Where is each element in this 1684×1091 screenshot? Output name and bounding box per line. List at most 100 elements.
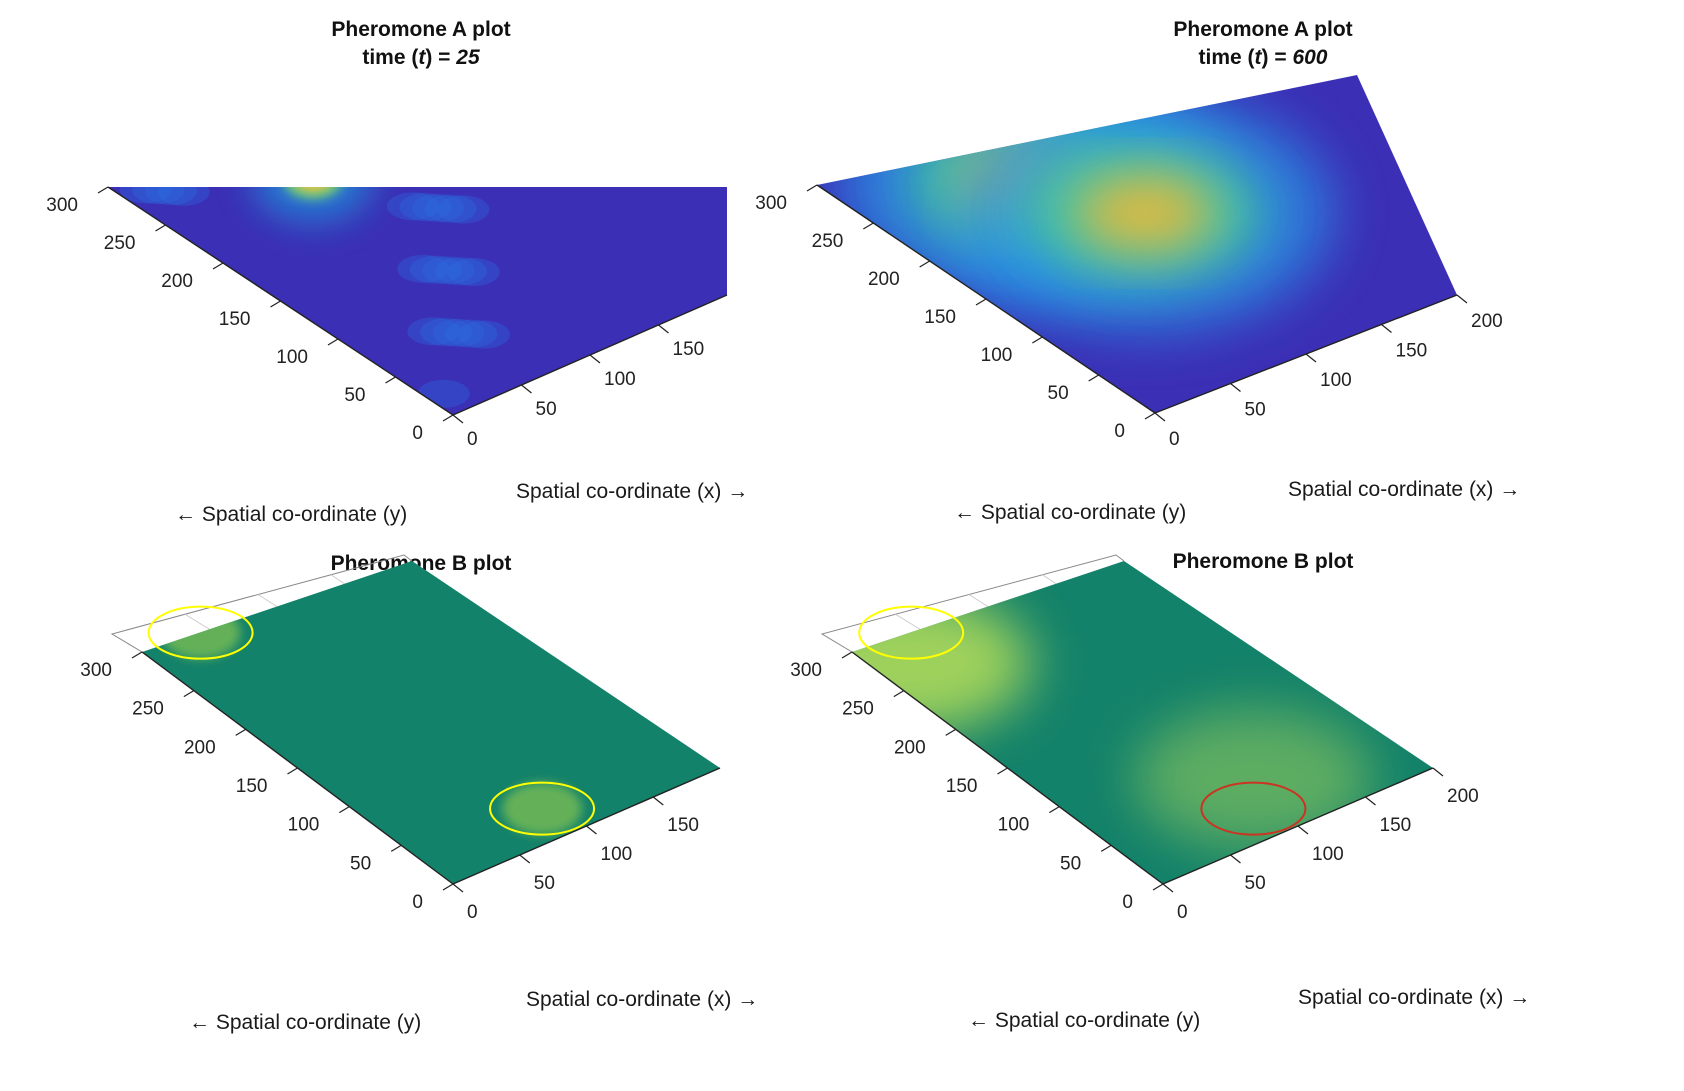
x-axis-label: Spatial co-ordinate (x) →	[1298, 986, 1530, 1010]
panel-pheromone-b-right: Pheromone B plot 0 50 100 150 200 0 50 100 150 20…	[790, 531, 1684, 1062]
y-tick-mark	[997, 767, 1008, 775]
x-tick-label: 100	[1320, 370, 1352, 391]
x-tick-mark	[1297, 825, 1309, 835]
x-tick-mark	[1230, 854, 1241, 864]
y-tick-mark	[893, 690, 905, 698]
y-tick-mark	[235, 728, 246, 736]
surface	[108, 187, 727, 415]
texture-blob	[399, 193, 452, 222]
surface-layer	[119, 130, 510, 408]
y-tick-label: 200	[161, 271, 193, 292]
texture-blob	[377, 130, 429, 158]
x-tick-label: 0	[1177, 902, 1188, 923]
grid-line	[968, 594, 989, 607]
x-tick-mark	[519, 854, 531, 864]
concentration-glow	[160, 606, 241, 659]
time-subtitle: time (t) = 25	[0, 46, 842, 70]
right-arrow-icon: →	[737, 988, 759, 1011]
y-tick-mark	[442, 883, 454, 891]
y-tick-label: 250	[842, 699, 874, 720]
plot-title: Pheromone A plot time (t) = 600	[842, 18, 1684, 70]
y-tick-mark	[1100, 844, 1112, 852]
x-tick-label: 150	[667, 815, 699, 836]
marker-circle	[1200, 781, 1307, 836]
y-tick-mark	[339, 806, 350, 814]
texture-blob	[414, 132, 466, 160]
y-tick-mark	[1049, 806, 1060, 814]
x-tick-label: 150	[673, 339, 705, 360]
y-tick-label: 100	[288, 815, 320, 836]
y-tick-mark	[385, 376, 396, 384]
y-tick-label: 0	[412, 892, 423, 913]
x-tick-label: 50	[1245, 873, 1266, 894]
x-tick-label: 0	[467, 429, 478, 450]
x-tick-label: 50	[534, 873, 555, 894]
title-text: Pheromone A plot	[1173, 18, 1353, 41]
x-tick-mark	[521, 384, 532, 394]
x-tick-label: 50	[1245, 400, 1266, 421]
y-tick-label: 50	[1048, 383, 1069, 404]
plot-title: Pheromone B plot	[0, 552, 842, 576]
y-tick-label: 100	[981, 345, 1013, 366]
y-tick-label: 50	[1060, 853, 1081, 874]
y-tick-label: 200	[894, 737, 926, 758]
texture-blob	[417, 379, 470, 408]
peak-core	[294, 187, 331, 191]
figure: Pheromone A plot time (t) = 25 0 50 100 150…	[0, 0, 1684, 1062]
plot-area: 0 50 100 150 0 50 100 150 200 250 300	[80, 554, 721, 923]
grid-line	[184, 613, 210, 630]
y-tick-label: 0	[1122, 892, 1133, 913]
panel-pheromone-a-t25: Pheromone A plot time (t) = 25 0 50 100 150…	[0, 0, 842, 560]
right-arrow-icon: →	[1509, 986, 1531, 1009]
y-tick-label: 150	[236, 776, 268, 797]
peak-core	[1074, 175, 1215, 251]
texture-blob	[420, 318, 473, 347]
y-tick-label: 300	[790, 660, 822, 681]
y-tick-label: 150	[924, 307, 956, 328]
y-tick-label: 300	[80, 660, 112, 681]
subtitle-prefix: time (	[362, 46, 419, 69]
surface	[852, 561, 1433, 884]
x-axis-label-text: Spatial co-ordinate (x)	[1288, 478, 1494, 501]
y-tick-mark	[1144, 412, 1156, 420]
x-tick-label: 200	[1471, 311, 1503, 332]
subtitle-time: 25	[456, 46, 480, 69]
x-tick-mark	[452, 883, 464, 893]
y-tick-label: 50	[344, 385, 365, 406]
x-axis-label: Spatial co-ordinate (x) →	[516, 480, 748, 504]
x-tick-mark	[1162, 883, 1174, 893]
subtitle-eq: ) =	[1261, 46, 1293, 69]
surface-layer	[836, 75, 1335, 333]
y-tick-mark	[841, 651, 853, 659]
y-axis-label: ← Spatial co-ordinate (y)	[968, 1009, 1200, 1033]
plot-title: Pheromone B plot	[842, 550, 1684, 574]
peak-ring	[282, 187, 343, 200]
x-tick-mark	[1381, 324, 1392, 333]
grid-line	[895, 613, 921, 630]
y-tick-mark	[183, 690, 195, 698]
surface	[142, 561, 720, 884]
y-tick-label: 150	[219, 309, 251, 330]
texture-blob	[386, 192, 439, 221]
x-tick-mark	[452, 414, 464, 424]
texture-blob	[402, 131, 454, 159]
y-tick-mark	[327, 338, 339, 346]
y-axis-label: ← Spatial co-ordinate (y)	[175, 503, 407, 527]
right-arrow-icon: →	[1499, 478, 1521, 501]
x-tick-mark	[1305, 353, 1317, 363]
grid-line	[1042, 574, 1057, 585]
peak-halo	[252, 187, 373, 222]
left-arrow-icon: ←	[189, 1011, 210, 1034]
y-tick-label: 100	[998, 815, 1030, 836]
x-axis-label-text: Spatial co-ordinate (x)	[526, 988, 732, 1011]
marker-circle	[858, 605, 965, 660]
x-tick-label: 100	[1312, 844, 1344, 865]
x-tick-mark	[652, 796, 664, 806]
grid-line	[257, 594, 278, 607]
plot-area: 0 50 100 150 0 50 100 150 200 250 300	[46, 130, 728, 450]
plot-area: 0 50 100 150 200 0 50 100 150 200 250 300	[755, 75, 1503, 450]
x-tick-mark	[1365, 796, 1376, 806]
texture-blob	[447, 258, 500, 287]
surface-layer	[852, 592, 1374, 849]
title-text: Pheromone B plot	[330, 552, 512, 575]
